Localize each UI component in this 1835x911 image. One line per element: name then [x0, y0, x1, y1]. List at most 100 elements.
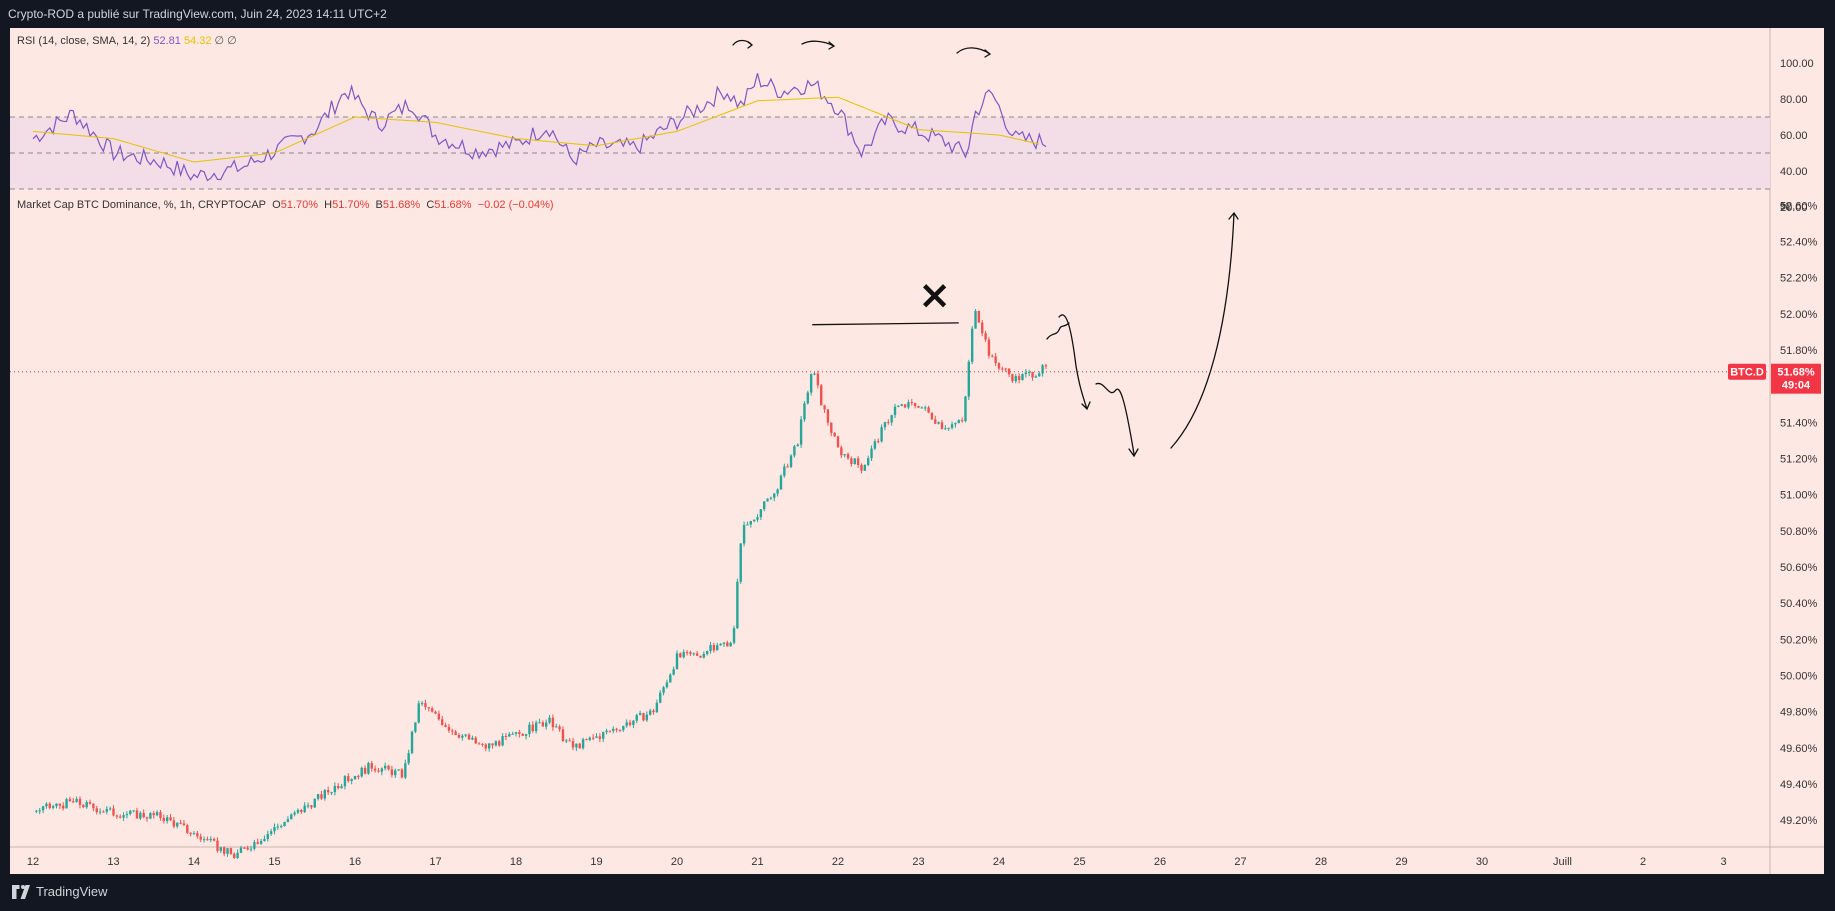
candle-body	[85, 802, 88, 808]
candlestick	[457, 733, 461, 739]
candlestick	[977, 310, 981, 323]
time-axis-tick-label: 27	[1234, 856, 1246, 868]
candle-body	[789, 455, 793, 467]
candle-body	[981, 322, 984, 334]
close-label: C	[426, 199, 435, 211]
candle-body	[796, 444, 799, 447]
candle-body	[833, 432, 836, 437]
candle-body	[813, 373, 816, 375]
candle-body	[712, 645, 716, 651]
candlestick	[394, 768, 397, 779]
candlestick	[477, 742, 481, 745]
candle-body	[994, 356, 997, 364]
candlestick	[648, 708, 652, 716]
candle-body	[877, 441, 880, 443]
candlestick	[514, 731, 518, 737]
chart-canvas[interactable]: BTC.D 51.68%49:04 100.0080.0060.0040.0020…	[10, 28, 1824, 874]
close-value: 51.68%	[434, 199, 472, 211]
price-axis-tick-label: 50.40%	[1780, 598, 1818, 610]
candlestick	[387, 764, 390, 771]
candle-body	[226, 848, 229, 854]
candlestick	[575, 743, 578, 751]
candle-body	[544, 722, 548, 727]
candle-body	[283, 821, 286, 827]
candlestick	[212, 837, 216, 842]
candlestick	[541, 720, 545, 727]
candlestick	[729, 641, 732, 647]
candlestick	[612, 726, 615, 734]
price-axis-tick-label: 51.80%	[1780, 345, 1818, 357]
candlestick	[504, 732, 508, 741]
candle-body	[236, 852, 239, 859]
candlestick	[665, 679, 669, 689]
candle-body	[947, 427, 950, 429]
candlestick	[222, 846, 226, 857]
candle-body	[481, 743, 484, 745]
candle-body	[860, 464, 863, 471]
candlestick	[88, 799, 92, 805]
candle-body	[1041, 365, 1044, 374]
candle-body	[293, 812, 296, 815]
close-icon	[923, 284, 947, 308]
candlestick	[367, 761, 370, 775]
candle-body	[98, 811, 102, 813]
candlestick	[632, 719, 635, 729]
candle-body	[353, 775, 357, 780]
candle-body	[514, 732, 518, 734]
tradingview-brand[interactable]: TradingView	[12, 884, 108, 899]
candlestick	[129, 809, 132, 816]
candlestick	[726, 640, 729, 647]
candle-body	[581, 739, 585, 749]
candle-body	[306, 805, 310, 807]
candle-body	[756, 517, 759, 520]
candle-body	[471, 737, 474, 740]
candlestick	[263, 835, 266, 842]
candlestick	[35, 809, 38, 814]
time-axis-tick-label: 2	[1640, 856, 1646, 868]
chart-area[interactable]: BTC.D 51.68% 49:04 100.00 80.00 60.00 40.00 20…	[10, 28, 1824, 874]
candlestick	[273, 823, 276, 835]
time-axis-tick-label: 15	[268, 856, 280, 868]
candlestick	[320, 790, 323, 801]
candlestick	[48, 802, 51, 810]
candle-body	[129, 810, 132, 815]
candlestick	[300, 808, 303, 814]
candlestick	[447, 723, 451, 733]
candlestick	[732, 625, 736, 645]
candlestick	[112, 805, 115, 817]
candlestick	[98, 808, 102, 815]
candle-body	[212, 838, 216, 841]
candlestick	[122, 812, 125, 821]
candlestick	[799, 415, 803, 448]
candle-body	[82, 804, 85, 808]
time-axis-tick-label: 25	[1073, 856, 1085, 868]
candle-body	[253, 842, 256, 849]
candle-body	[249, 848, 253, 850]
candle-body	[256, 842, 259, 844]
candlestick	[581, 737, 585, 750]
candle-body	[390, 769, 394, 776]
candlestick	[742, 521, 746, 547]
high-label: H	[324, 199, 333, 211]
candlestick	[672, 666, 675, 676]
candlestick	[276, 823, 280, 830]
time-axis-tick-label: 3	[1720, 856, 1726, 868]
candlestick	[618, 729, 622, 732]
candle-body	[387, 765, 390, 770]
candle-body	[149, 813, 152, 819]
time-axis-tick-label: 13	[107, 856, 119, 868]
candle-body	[152, 813, 155, 816]
candle-body	[155, 812, 159, 816]
candlestick	[192, 831, 196, 835]
candle-body	[689, 652, 692, 654]
candle-body	[830, 422, 833, 433]
candle-body	[108, 808, 112, 810]
candlestick	[907, 399, 910, 410]
candle-body	[917, 406, 920, 408]
candlestick	[95, 805, 98, 815]
candlestick	[873, 439, 877, 451]
candle-body	[793, 446, 796, 456]
candlestick	[967, 359, 971, 401]
time-axis-tick-label: 19	[590, 856, 602, 868]
candlestick	[1011, 373, 1014, 383]
